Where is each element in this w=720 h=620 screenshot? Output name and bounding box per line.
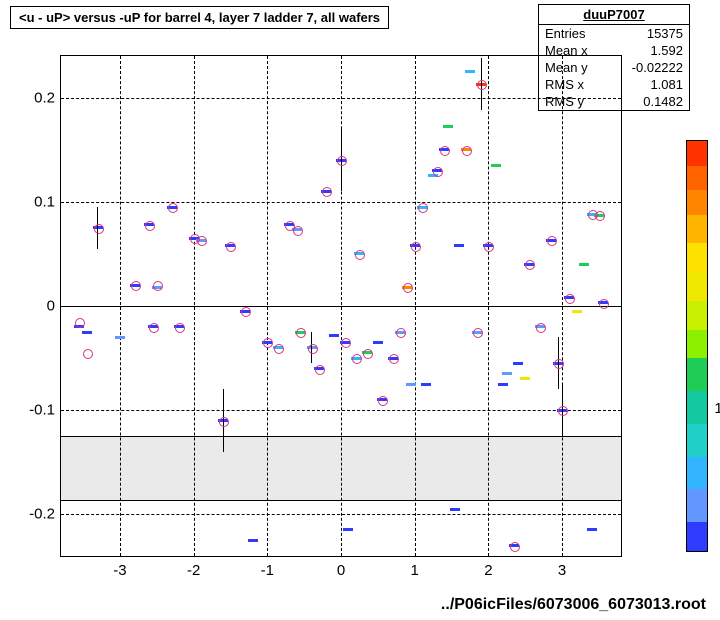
data-dash xyxy=(421,383,431,386)
data-point xyxy=(473,328,483,338)
x-tick: 2 xyxy=(484,562,492,579)
data-point xyxy=(322,187,332,197)
data-point xyxy=(363,349,373,359)
data-point xyxy=(337,156,347,166)
data-point xyxy=(396,328,406,338)
data-dash xyxy=(329,334,339,337)
data-dash xyxy=(520,377,530,380)
data-dash xyxy=(248,539,258,542)
data-point xyxy=(599,299,609,309)
data-point xyxy=(352,354,362,364)
data-dash xyxy=(587,528,597,531)
data-point xyxy=(378,396,388,406)
data-point xyxy=(536,323,546,333)
data-point xyxy=(293,226,303,236)
data-point xyxy=(525,260,535,270)
root-canvas: <u - uP> versus -uP for barrel 4, layer … xyxy=(0,0,720,620)
stats-row: Entries15375 xyxy=(539,25,689,42)
y-tick: -0.2 xyxy=(29,506,61,523)
x-tick: 1 xyxy=(411,562,419,579)
data-dash xyxy=(579,263,589,266)
data-point xyxy=(94,224,104,234)
data-point xyxy=(145,221,155,231)
data-point xyxy=(219,417,229,427)
data-point xyxy=(389,354,399,364)
data-point xyxy=(83,349,93,359)
data-point xyxy=(403,283,413,293)
data-dash xyxy=(465,70,475,73)
data-point xyxy=(484,242,494,252)
data-dash xyxy=(498,383,508,386)
data-dash xyxy=(373,341,383,344)
data-point xyxy=(477,80,487,90)
data-point xyxy=(131,281,141,291)
data-point xyxy=(547,236,557,246)
data-dash xyxy=(343,528,353,531)
data-point xyxy=(418,203,428,213)
data-point xyxy=(308,344,318,354)
data-dash xyxy=(513,362,523,365)
y-tick: 0 xyxy=(47,298,61,315)
data-point xyxy=(341,338,351,348)
x-tick: -1 xyxy=(261,562,274,579)
data-point xyxy=(241,307,251,317)
data-point xyxy=(411,242,421,252)
data-point xyxy=(226,242,236,252)
stats-name: duuP7007 xyxy=(539,5,689,25)
y-tick: 0.1 xyxy=(34,193,61,210)
data-point xyxy=(296,328,306,338)
data-point xyxy=(175,323,185,333)
data-dash xyxy=(115,336,125,339)
data-dash xyxy=(443,125,453,128)
data-point xyxy=(558,406,568,416)
data-dash xyxy=(406,383,416,386)
data-dash xyxy=(502,372,512,375)
data-point xyxy=(149,323,159,333)
data-point xyxy=(440,146,450,156)
data-point xyxy=(355,250,365,260)
data-point xyxy=(274,344,284,354)
x-tick: 0 xyxy=(337,562,345,579)
data-point xyxy=(263,338,273,348)
data-point xyxy=(433,167,443,177)
data-point xyxy=(510,542,520,552)
x-tick: -2 xyxy=(187,562,200,579)
data-point xyxy=(168,203,178,213)
data-point xyxy=(462,146,472,156)
chart-title: <u - uP> versus -uP for barrel 4, layer … xyxy=(10,6,389,29)
data-dash xyxy=(572,310,582,313)
footer-path: ../P06icFiles/6073006_6073013.root xyxy=(0,596,706,614)
plot-area: -3-2-10123-0.2-0.100.10.2 xyxy=(60,55,622,557)
colorbar-label: 10 xyxy=(714,400,720,417)
data-point xyxy=(315,365,325,375)
data-dash xyxy=(491,164,501,167)
data-dash xyxy=(450,508,460,511)
x-tick: 3 xyxy=(558,562,566,579)
color-bar: 101102103 xyxy=(686,140,708,552)
data-point xyxy=(565,294,575,304)
y-tick: -0.1 xyxy=(29,402,61,419)
data-point xyxy=(153,281,163,291)
y-tick: 0.2 xyxy=(34,89,61,106)
data-dash xyxy=(454,244,464,247)
data-point xyxy=(197,236,207,246)
data-dash xyxy=(82,331,92,334)
data-point xyxy=(595,211,605,221)
x-tick: -3 xyxy=(113,562,126,579)
